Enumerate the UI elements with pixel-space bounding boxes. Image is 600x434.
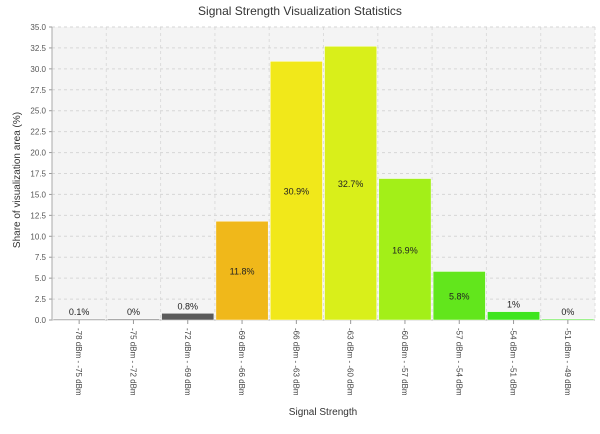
bar-value-label: 0%: [127, 307, 140, 317]
y-tick-label: 25.0: [30, 107, 46, 116]
x-tick-label: -63 dBm - -60 dBm: [346, 328, 355, 396]
y-tick-label: 2.5: [35, 295, 47, 304]
y-tick-label: 12.5: [30, 211, 46, 220]
bar-value-label: 0.8%: [177, 301, 198, 311]
x-tick-label: -78 dBm - -75 dBm: [74, 328, 83, 396]
bar-value-label: 5.8%: [449, 292, 470, 302]
y-tick-label: 7.5: [35, 253, 47, 262]
x-tick-label: -57 dBm - -54 dBm: [454, 328, 463, 396]
y-tick-label: 35.0: [30, 23, 46, 32]
x-tick-label: -51 dBm - -49 dBm: [563, 328, 572, 396]
y-tick-label: 0.0: [35, 316, 47, 325]
y-tick-label: 20.0: [30, 149, 46, 158]
y-axis-label: Share of visualization area (%): [12, 112, 23, 248]
x-axis-label: Signal Strength: [289, 407, 357, 418]
bar-value-label: 11.8%: [230, 267, 255, 277]
x-tick-label: -72 dBm - -69 dBm: [183, 328, 192, 396]
y-tick-label: 10.0: [30, 232, 46, 241]
y-tick-label: 15.0: [30, 190, 46, 199]
bar-value-label: 0%: [561, 307, 574, 317]
bar-value-label: 16.9%: [392, 245, 418, 255]
bar-value-label: 0.1%: [69, 307, 90, 317]
bar: [541, 318, 595, 321]
bar: [378, 178, 432, 321]
bar: [161, 313, 215, 321]
bar: [52, 318, 106, 321]
bar-value-label: 1%: [507, 300, 520, 310]
y-tick-label: 27.5: [30, 86, 46, 95]
bar: [107, 318, 160, 321]
x-tick-label: -75 dBm - -72 dBm: [128, 328, 137, 396]
chart-title: Signal Strength Visualization Statistics: [198, 4, 402, 18]
x-tick-label: -60 dBm - -57 dBm: [400, 328, 409, 396]
y-tick-label: 32.5: [30, 44, 46, 53]
x-tick-label: -66 dBm - -63 dBm: [291, 328, 300, 396]
y-tick-label: 5.0: [35, 274, 47, 283]
bar-value-label: 32.7%: [338, 179, 364, 189]
x-tick-label: -54 dBm - -51 dBm: [509, 328, 518, 396]
bar: [432, 271, 486, 321]
y-tick-label: 17.5: [30, 170, 46, 179]
x-tick-label: -69 dBm - -66 dBm: [237, 328, 246, 396]
y-tick-label: 22.5: [30, 128, 46, 137]
bar: [269, 61, 323, 321]
bar: [215, 220, 269, 321]
y-tick-label: 30.0: [30, 65, 46, 74]
bar-value-label: 30.9%: [284, 187, 310, 197]
bar: [487, 311, 540, 321]
